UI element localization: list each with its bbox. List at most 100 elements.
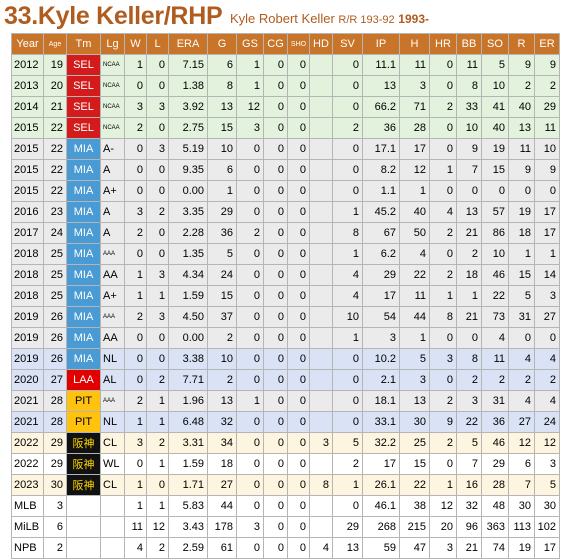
cell-ip: 13 [362,75,400,97]
cell-g: 10 [207,348,237,370]
cell-hd [309,306,333,328]
cell-er: 30 [534,495,560,517]
cell-bb: 21 [456,222,482,244]
cell-lg: A [100,159,125,181]
cell-l: 1 [146,285,169,307]
cell-sho: 0 [287,474,310,496]
cell-h: 11 [399,54,430,76]
cell-hd [309,495,333,517]
cell-lg: AA [100,264,125,286]
cell-er: 102 [534,516,560,538]
cell-year: NPB [11,537,44,559]
cell-ip: 18.1 [362,390,400,412]
table-row: 2015 22 MIA A+ 0 0 0.00 1 0 0 0 0 1.1 1 0 0 0 0 0 [11,180,560,202]
team-badge: MIA [66,327,101,349]
column-header-bb: BB [456,33,482,55]
cell-so: 2 [481,369,509,391]
cell-r: 18 [508,222,535,244]
cell-sho: 0 [287,54,310,76]
cell-r: 2 [508,369,535,391]
cell-year: 2013 [11,75,44,97]
team-badge: MIA [66,201,101,223]
team-badge: MIA [66,222,101,244]
cell-lg: CL [100,432,125,454]
cell-gs: 0 [236,537,264,559]
cell-r: 0 [508,180,535,202]
cell-w: 0 [124,369,147,391]
cell-cg: 0 [263,75,288,97]
cell-hr: 0 [429,369,457,391]
cell-age: 6 [43,516,67,538]
cell-cg: 0 [263,54,288,76]
cell-hr: 3 [429,537,457,559]
cell-w: 2 [124,117,147,139]
cell-so: 11 [481,348,509,370]
cell-sho: 0 [287,369,310,391]
cell-hr: 20 [429,516,457,538]
cell-bb: 7 [456,159,482,181]
cell-year: 2018 [11,243,44,265]
cell-w: 1 [124,264,147,286]
cell-er: 12 [534,432,560,454]
cell-l: 2 [146,537,169,559]
cell-era: 1.35 [168,243,208,265]
cell-h: 25 [399,432,430,454]
cell-year: MiLB [11,516,44,538]
cell-l: 0 [146,117,169,139]
cell-g: 27 [207,474,237,496]
cell-w: 11 [124,516,147,538]
cell-ip: 32.2 [362,432,400,454]
cell-year: 2018 [11,285,44,307]
cell-so: 19 [481,138,509,160]
cell-hd [309,96,333,118]
cell-r: 9 [508,159,535,181]
table-row: 2021 28 PIT AAA 2 1 1.96 13 1 0 0 0 18.1 13 2 3 31 4 4 [11,390,560,412]
team-badge: PIT [66,411,101,433]
cell-sho: 0 [287,306,310,328]
cell-gs: 0 [236,432,264,454]
cell-l: 2 [146,201,169,223]
cell-sho: 0 [287,117,310,139]
cell-hd [309,180,333,202]
title-row: 33.Kyle Keller/RHP Kyle Robert Keller R/… [0,0,581,34]
column-header-sho: SHO [287,33,310,55]
team-badge: LAA [66,369,101,391]
column-header-so: SO [481,33,509,55]
table-row: 2018 25 MIA AAA 0 0 1.35 5 0 0 0 1 6.2 4 0 2 10 1 1 [11,243,560,265]
cell-ip: 67 [362,222,400,244]
cell-hr: 0 [429,138,457,160]
cell-age: 30 [43,474,67,496]
cell-sho: 0 [287,327,310,349]
cell-bb: 16 [456,474,482,496]
table-row: 2022 29 阪神 WL 0 1 1.59 18 0 0 0 2 17 15 0 7 29 6 3 [11,453,560,475]
table-row: 2018 25 MIA A+ 1 1 1.59 15 0 0 0 4 17 11 1 1 22 5 3 [11,285,560,307]
cell-w: 4 [124,537,147,559]
cell-er: 4 [534,390,560,412]
cell-bb: 10 [456,117,482,139]
cell-lg: AAA [100,306,125,328]
cell-l: 12 [146,516,169,538]
cell-sv: 1 [332,201,363,223]
cell-cg: 0 [263,390,288,412]
cell-gs: 0 [236,285,264,307]
cell-age: 28 [43,390,67,412]
column-header-ip: IP [362,33,400,55]
cell-sv: 0 [332,159,363,181]
table-row: 2020 27 LAA AL 0 2 7.71 2 0 0 0 0 2.1 3 0 2 2 2 2 [11,369,560,391]
cell-so: 46 [481,432,509,454]
cell-ip: 268 [362,516,400,538]
cell-sv: 10 [332,306,363,328]
cell-hd [309,75,333,97]
cell-w: 3 [124,96,147,118]
cell-sho: 0 [287,180,310,202]
cell-r: 11 [508,138,535,160]
cell-h: 28 [399,117,430,139]
cell-sv: 0 [332,75,363,97]
cell-era: 5.83 [168,495,208,517]
cell-year: 2018 [11,264,44,286]
cell-er: 29 [534,96,560,118]
cell-gs: 0 [236,369,264,391]
cell-hd [309,285,333,307]
cell-g: 24 [207,264,237,286]
cell-g: 6 [207,159,237,181]
